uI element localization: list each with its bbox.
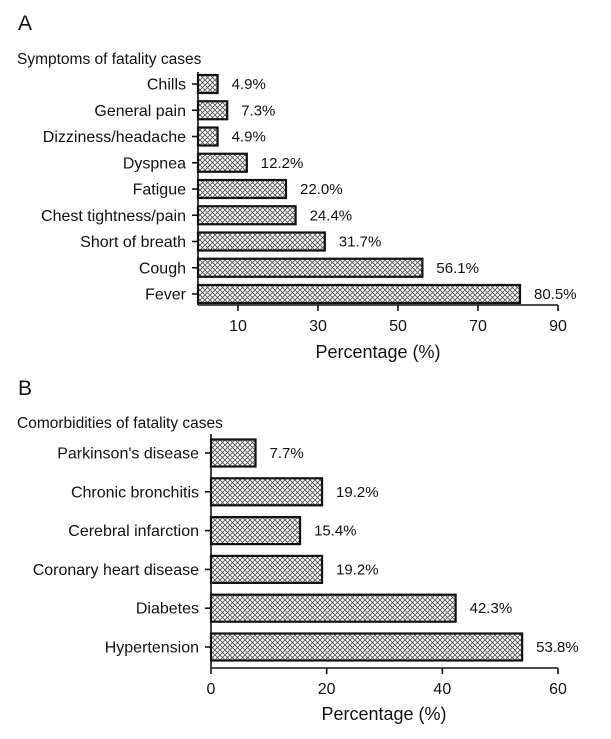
- bar-1-0: [209, 438, 257, 468]
- value-label-0-0: 4.9%: [232, 76, 266, 93]
- bar-0-8: [196, 283, 522, 305]
- value-label-0-3: 12.2%: [261, 155, 304, 172]
- panel-b-x-label: Percentage (%): [321, 704, 446, 724]
- x-tick-label-0-0: 10: [229, 318, 247, 335]
- category-label-0-4: Fatigue: [133, 182, 186, 199]
- bar-0-7: [196, 257, 424, 278]
- x-tick-label-0-3: 70: [469, 318, 487, 335]
- bar-0-2: [196, 126, 219, 147]
- bar-0-4: [196, 178, 288, 200]
- category-label-0-6: Short of breath: [80, 234, 186, 251]
- category-label-1-5: Hypertension: [105, 640, 199, 657]
- category-label-1-1: Chronic bronchitis: [71, 484, 199, 501]
- value-label-1-2: 15.4%: [314, 523, 357, 540]
- value-label-0-4: 22.0%: [300, 181, 343, 198]
- value-label-1-0: 7.7%: [270, 445, 304, 462]
- panel-b-letter: B: [18, 377, 32, 400]
- x-tick-label-0-1: 30: [309, 318, 327, 335]
- x-tick-label-1-0: 0: [207, 681, 216, 698]
- category-label-1-0: Parkinson's disease: [57, 446, 199, 463]
- value-label-0-5: 24.4%: [310, 207, 353, 224]
- value-label-0-6: 31.7%: [339, 234, 382, 251]
- category-label-0-1: General pain: [94, 103, 186, 120]
- bar-1-5: [209, 632, 524, 662]
- bar-0-3: [196, 152, 248, 173]
- panel-a-title: Symptoms of fatality cases: [17, 51, 202, 68]
- bar-0-5: [196, 205, 297, 226]
- category-label-0-7: Cough: [139, 260, 186, 277]
- x-tick-label-0-4: 90: [549, 318, 567, 335]
- category-label-0-0: Chills: [147, 77, 186, 94]
- value-label-0-7: 56.1%: [436, 260, 479, 277]
- panel-b-bars: Parkinson's disease 7.7% Chronic bronchiti…: [33, 438, 579, 662]
- bar-1-2: [209, 515, 302, 546]
- panel-a-bars: Chills 4.9% General pain 7.3% Dizziness/head…: [41, 73, 577, 305]
- bar-1-4: [209, 593, 457, 623]
- category-label-0-5: Chest tightness/pain: [41, 208, 186, 225]
- value-label-0-8: 80.5%: [534, 286, 577, 303]
- panel-b-title: Comorbidities of fatality cases: [17, 415, 223, 432]
- panel-a-x-label: Percentage (%): [315, 342, 440, 362]
- panel-b-x-ticks: 0 20 40 60: [207, 668, 567, 698]
- value-label-1-4: 42.3%: [470, 600, 513, 617]
- category-label-1-4: Diabetes: [136, 601, 199, 618]
- category-label-1-2: Cerebral infarction: [68, 523, 199, 540]
- bar-0-6: [196, 231, 326, 252]
- value-label-1-3: 19.2%: [336, 561, 379, 578]
- x-tick-label-1-3: 60: [549, 681, 567, 698]
- value-label-1-1: 19.2%: [336, 484, 379, 501]
- value-label-0-2: 4.9%: [232, 129, 266, 146]
- bar-0-1: [196, 100, 229, 121]
- panel-a-x-ticks: 10 30 50 70 90: [229, 305, 567, 335]
- x-tick-label-0-2: 50: [389, 318, 407, 335]
- x-tick-label-1-1: 20: [318, 681, 336, 698]
- bar-1-1: [209, 477, 324, 507]
- category-label-0-8: Fever: [145, 287, 187, 304]
- x-tick-label-1-2: 40: [433, 681, 451, 698]
- bar-0-0: [196, 73, 219, 95]
- panel-b-chart: B Comorbidities of fatality cases Parkin…: [17, 377, 579, 724]
- value-label-1-5: 53.8%: [536, 639, 579, 656]
- bar-1-3: [209, 554, 324, 585]
- category-label-0-2: Dizziness/headache: [43, 129, 186, 146]
- category-label-1-3: Coronary heart disease: [33, 562, 199, 579]
- category-label-0-3: Dyspnea: [123, 155, 186, 172]
- panel-a-letter: A: [18, 12, 32, 35]
- value-label-0-1: 7.3%: [241, 102, 275, 119]
- panel-a-chart: A Symptoms of fatality cases Chills 4.9% G…: [17, 12, 577, 362]
